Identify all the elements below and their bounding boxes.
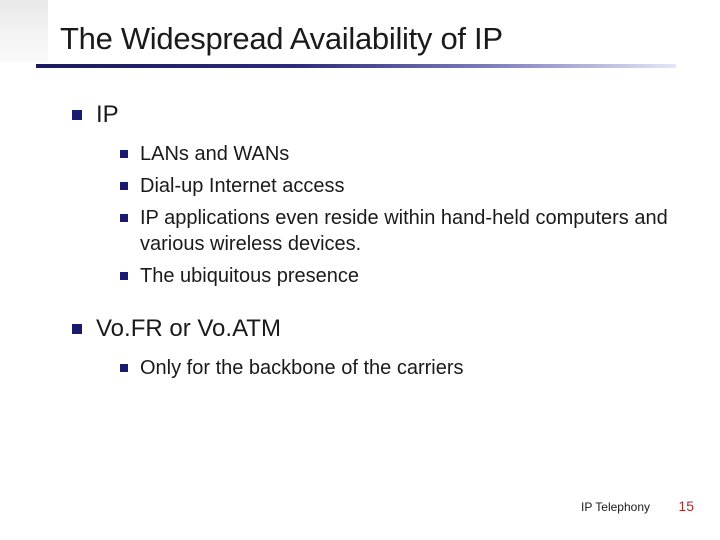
list-item: IP applications even reside within hand-…	[120, 205, 680, 257]
footer-label: IP Telephony	[581, 500, 650, 514]
item-text: The ubiquitous presence	[140, 263, 359, 289]
bullet-square-icon	[120, 272, 128, 280]
bullet-square-icon	[72, 110, 82, 120]
item-text: IP applications even reside within hand-…	[140, 205, 680, 257]
list-item: LANs and WANs	[120, 141, 680, 167]
slide-title: The Widespread Availability of IP	[60, 21, 503, 57]
heading-text: Vo.FR or Vo.ATM	[96, 315, 281, 343]
item-text: Only for the backbone of the carriers	[140, 355, 464, 381]
bullet-square-icon	[120, 364, 128, 372]
bullet-square-icon	[120, 150, 128, 158]
heading-text: IP	[96, 101, 119, 129]
bullet-square-icon	[120, 214, 128, 222]
slide-content: IP LANs and WANs Dial-up Internet access…	[72, 95, 680, 387]
page-number: 15	[678, 498, 694, 514]
section-heading: IP	[72, 101, 680, 129]
header-shadow	[0, 0, 48, 62]
list-item: Dial-up Internet access	[120, 173, 680, 199]
item-text: LANs and WANs	[140, 141, 289, 167]
section-heading: Vo.FR or Vo.ATM	[72, 315, 680, 343]
list-item: Only for the backbone of the carriers	[120, 355, 680, 381]
list-item: The ubiquitous presence	[120, 263, 680, 289]
bullet-square-icon	[72, 324, 82, 334]
item-text: Dial-up Internet access	[140, 173, 345, 199]
title-underline	[36, 64, 676, 68]
bullet-square-icon	[120, 182, 128, 190]
